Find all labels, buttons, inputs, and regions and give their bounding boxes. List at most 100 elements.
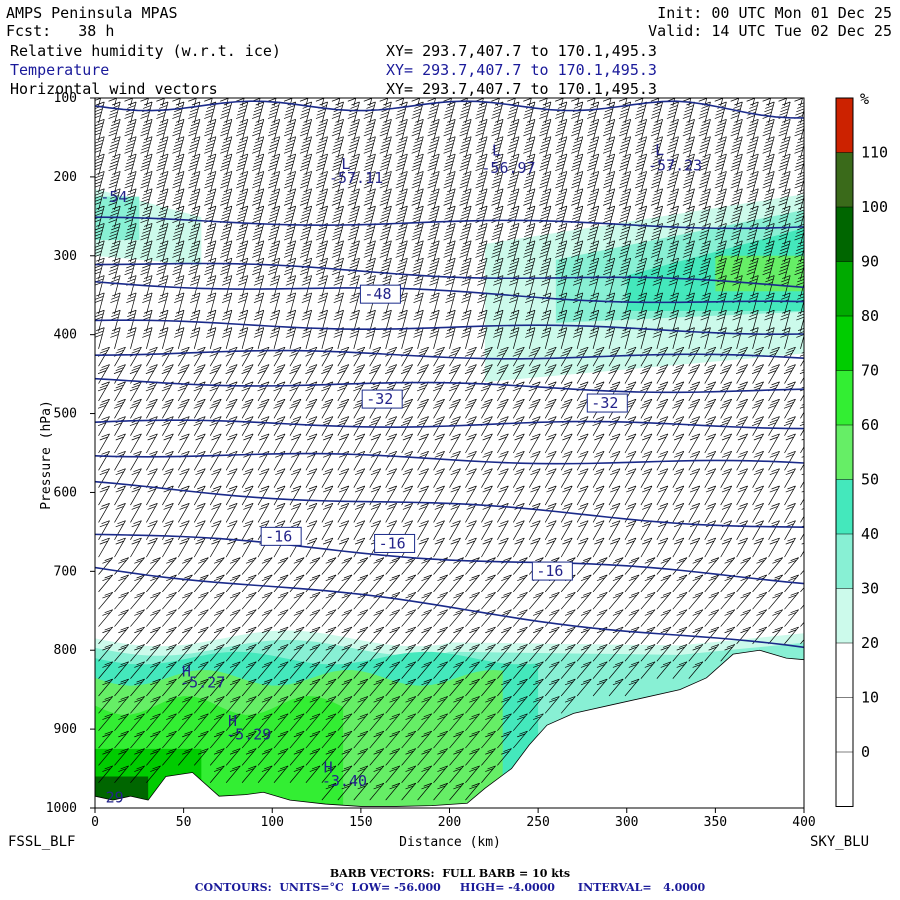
wind-barb <box>257 678 273 697</box>
barb-feather <box>429 143 438 147</box>
barb-feather <box>268 215 278 220</box>
barb-feather <box>198 716 207 720</box>
barb-feather <box>96 257 105 262</box>
barb-feather <box>125 250 134 255</box>
barb-feather <box>118 750 127 755</box>
barb-feather <box>318 243 327 248</box>
barb-feather <box>134 768 143 772</box>
barb-feather <box>444 111 453 116</box>
wind-barb <box>98 765 113 783</box>
barb-feather <box>159 243 168 248</box>
barb-feather <box>447 309 456 314</box>
barb-feather <box>221 316 231 321</box>
barb-feather <box>205 212 215 217</box>
barb-feather <box>248 661 257 666</box>
barb-feather <box>280 661 289 666</box>
wind-barb <box>273 592 289 610</box>
barb-feather <box>140 167 149 171</box>
wind-barb <box>257 364 270 384</box>
barb-feather <box>299 115 309 119</box>
barb-feather <box>295 678 305 683</box>
barb-feather <box>259 506 268 510</box>
wind-barb <box>209 537 222 558</box>
barb-feather <box>244 520 254 525</box>
barb-feather <box>445 247 454 251</box>
barb-feather <box>287 240 296 245</box>
barb-feather <box>315 254 325 258</box>
wind-barb <box>209 765 225 783</box>
barb-feather <box>382 261 391 265</box>
barb-feather <box>94 95 102 98</box>
barb-feather <box>463 188 472 193</box>
barb-feather <box>150 733 159 738</box>
wind-barb <box>253 327 265 349</box>
barb-feather <box>95 139 104 144</box>
barb-shaft <box>433 468 445 488</box>
wind-barb <box>353 346 366 367</box>
barb-feather <box>275 506 284 510</box>
barb-feather <box>213 664 223 668</box>
barb-feather <box>172 149 181 154</box>
barb-feather <box>293 560 302 564</box>
barb-feather <box>101 485 110 490</box>
barb-feather <box>243 436 252 441</box>
barb-feather <box>315 236 325 241</box>
barb-feather <box>251 254 261 258</box>
barb-feather <box>157 129 166 133</box>
barb-feather <box>168 713 177 718</box>
wind-barb <box>236 119 249 141</box>
barb-feather <box>163 540 172 545</box>
wind-barb <box>221 275 233 297</box>
barb-feather <box>413 212 422 217</box>
wind-barb <box>193 433 206 454</box>
barb-feather <box>134 577 143 582</box>
barb-feather <box>124 271 133 276</box>
barb-feather <box>412 146 421 151</box>
barb-feather <box>321 352 330 357</box>
wind-barb <box>188 98 197 106</box>
barb-feather <box>197 485 206 490</box>
barb-feather <box>412 233 421 238</box>
barb-feather <box>478 119 488 123</box>
barb-feather <box>109 181 118 185</box>
wind-barb <box>257 468 270 488</box>
wind-barb <box>95 240 105 263</box>
barb-feather <box>222 157 232 161</box>
barb-feather <box>190 143 199 147</box>
wind-barb <box>417 520 429 540</box>
wind-barb <box>283 188 297 211</box>
barb-feather <box>259 401 268 406</box>
barb-feather <box>414 174 423 179</box>
barb-feather <box>367 136 376 141</box>
wind-barb <box>432 398 445 419</box>
wind-barb <box>299 171 312 193</box>
barb-feather <box>285 125 294 130</box>
barb-feather <box>182 681 191 686</box>
barb-feather <box>133 537 142 542</box>
wind-barb <box>114 574 129 593</box>
barb-feather <box>102 629 111 634</box>
barb-feather <box>152 661 161 666</box>
barb-feather <box>125 129 134 133</box>
barb-feather <box>181 485 190 490</box>
barb-feather <box>397 195 406 199</box>
barb-feather <box>315 132 325 137</box>
barb-feather <box>99 488 108 493</box>
barb-feather <box>237 334 247 338</box>
wind-barb <box>369 364 382 384</box>
barb-feather <box>322 436 332 441</box>
wind-barb <box>305 696 321 714</box>
wind-barb <box>241 503 254 523</box>
barb-feather <box>349 316 358 321</box>
barb-feather <box>257 387 266 392</box>
barb-feather <box>299 254 309 258</box>
barb-feather <box>319 292 328 297</box>
barb-feather <box>248 626 257 631</box>
barb-feather <box>223 188 232 193</box>
barb-feather <box>221 334 231 338</box>
barb-feather <box>315 271 325 276</box>
barb-feather <box>414 295 423 300</box>
barb-feather <box>101 398 110 403</box>
wind-barb <box>110 292 121 315</box>
barb-feather <box>205 316 215 321</box>
